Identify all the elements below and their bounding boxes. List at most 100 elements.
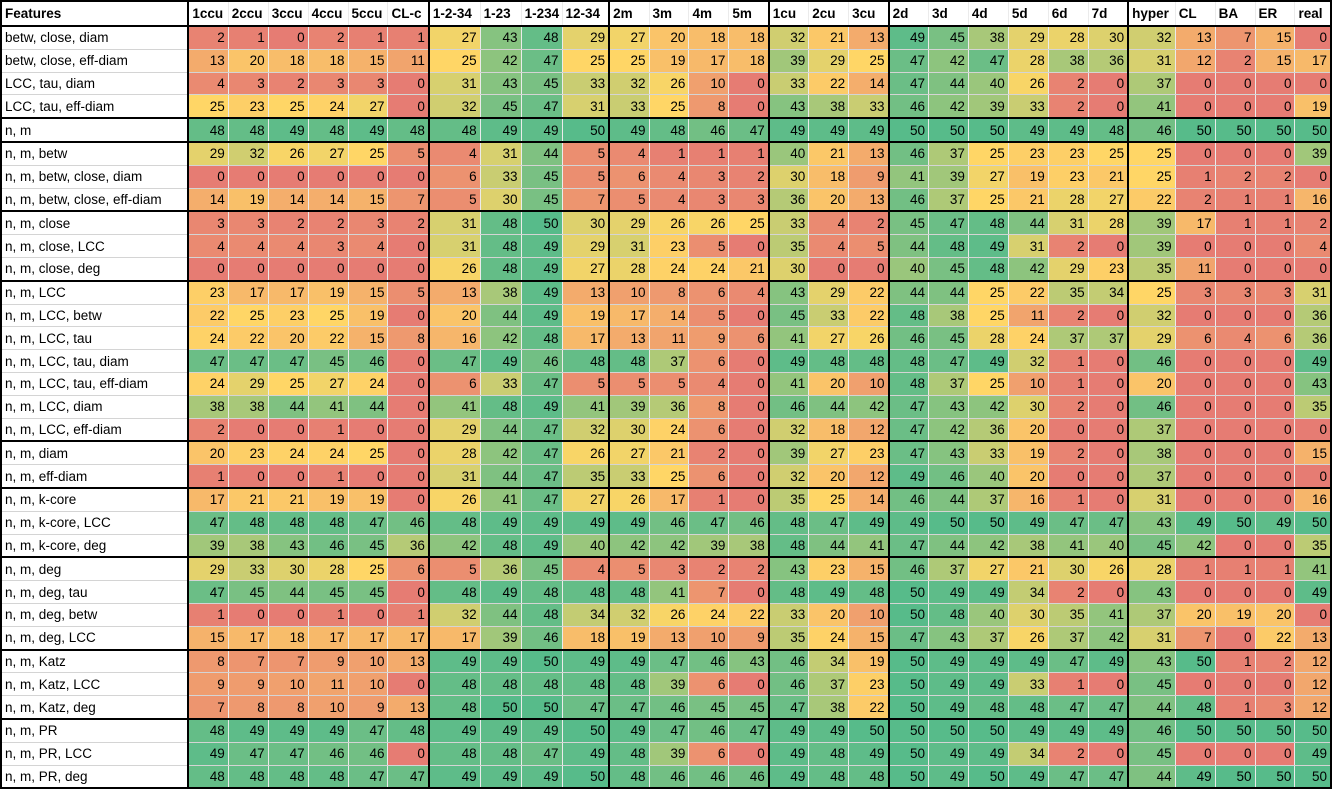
value-cell: 0 (1087, 440, 1129, 466)
value-cell: 27 (347, 94, 388, 119)
value-cell: 17 (1174, 210, 1216, 236)
value-cell: 47 (561, 695, 610, 720)
value-cell: 46 (728, 764, 769, 789)
value-cell: 17 (387, 625, 429, 651)
value-cell: 0 (1174, 672, 1216, 697)
value-cell: 19 (848, 648, 889, 674)
value-cell: 0 (728, 672, 769, 697)
value-cell: 50 (1214, 764, 1256, 789)
value-cell: 44 (927, 533, 969, 558)
value-cell: 50 (967, 764, 1009, 789)
value-cell: 22 (1007, 279, 1049, 305)
value-cell: 0 (1174, 234, 1216, 258)
value-cell: 0 (307, 256, 349, 282)
table-row: n, m, PR, LCC 49 47 47 46 46 0 48 48 47 49 48 39 6 0 49… (0, 741, 1331, 766)
value-cell: 7 (187, 695, 229, 720)
value-cell: 41 (767, 326, 809, 351)
value-cell: 5 (648, 371, 689, 396)
value-cell: 7 (1214, 24, 1256, 50)
value-cell: 29 (608, 210, 650, 236)
value-cell: 2 (688, 440, 729, 466)
table-row: n, m, LCC, betw 22 25 23 25 19 0 20 44 49 19 17 14 5 0… (0, 303, 1331, 328)
column-header: 12-34 (561, 0, 610, 27)
column-header: 3ccu (267, 0, 309, 27)
value-cell: 48 (608, 580, 650, 604)
value-cell: 0 (728, 486, 769, 512)
value-cell: 49 (1174, 764, 1216, 789)
value-cell: 5 (608, 556, 650, 582)
value-cell: 47 (520, 464, 563, 489)
value-cell: 47 (1087, 695, 1129, 720)
value-cell: 0 (1087, 417, 1129, 442)
value-cell: 0 (1254, 741, 1295, 766)
value-cell: 27 (808, 326, 849, 351)
value-cell: 29 (1047, 256, 1089, 282)
value-cell: 0 (267, 464, 309, 489)
value-cell: 49 (1007, 117, 1049, 143)
value-cell: 13 (648, 625, 689, 651)
table-row: n, m, LCC, tau, diam 47 47 47 45 46 0 47 49 46 48 4… (0, 349, 1331, 373)
value-cell: 40 (967, 71, 1009, 96)
value-cell: 48 (887, 303, 929, 328)
value-cell: 0 (347, 164, 388, 189)
value-cell: 50 (520, 210, 563, 236)
value-cell: 50 (1174, 648, 1216, 674)
value-cell: 24 (1007, 326, 1049, 351)
value-cell: 12 (848, 464, 889, 489)
table-row: betw, close, eff-diam 13 20 18 18 15 11 25 42 47 2… (0, 48, 1331, 73)
column-header: 7d (1087, 0, 1129, 27)
value-cell: 41 (479, 486, 522, 512)
value-cell: 12 (1174, 48, 1216, 73)
value-cell: 42 (967, 394, 1009, 419)
value-cell: 32 (608, 71, 650, 96)
value-cell: 47 (887, 533, 929, 558)
value-cell: 40 (967, 464, 1009, 489)
value-cell: 38 (187, 394, 229, 419)
value-cell: 50 (887, 672, 929, 697)
value-cell: 4 (227, 234, 269, 258)
value-cell: 6 (427, 371, 481, 396)
value-cell: 45 (520, 164, 563, 189)
value-cell: 48 (927, 234, 969, 258)
value-cell: 25 (1087, 140, 1129, 166)
value-cell: 20 (427, 303, 481, 328)
value-cell: 45 (227, 580, 269, 604)
value-cell: 49 (848, 510, 889, 535)
value-cell: 5 (688, 303, 729, 328)
value-cell: 45 (307, 349, 349, 373)
value-cell: 40 (561, 533, 610, 558)
value-cell: 37 (967, 625, 1009, 651)
value-cell: 1 (227, 24, 269, 50)
value-cell: 41 (648, 580, 689, 604)
value-cell: 25 (967, 303, 1009, 328)
feature-label: n, m, LCC, diam (0, 394, 189, 419)
value-cell: 43 (767, 279, 809, 305)
value-cell: 24 (307, 94, 349, 119)
value-cell: 0 (1214, 533, 1256, 558)
value-cell: 2 (387, 210, 429, 236)
value-cell: 0 (387, 371, 429, 396)
column-header: 2cu (808, 0, 849, 27)
value-cell: 10 (608, 279, 650, 305)
value-cell: 41 (1127, 94, 1176, 119)
value-cell: 48 (520, 672, 563, 697)
value-cell: 49 (767, 117, 809, 143)
value-cell: 24 (808, 625, 849, 651)
value-cell: 0 (1087, 94, 1129, 119)
value-cell: 18 (561, 625, 610, 651)
value-cell: 49 (608, 117, 650, 143)
value-cell: 21 (267, 486, 309, 512)
value-cell: 1 (307, 464, 349, 489)
value-cell: 0 (728, 303, 769, 328)
value-cell: 9 (307, 648, 349, 674)
column-header: 4ccu (307, 0, 349, 27)
feature-label: n, m, k-core (0, 486, 189, 512)
value-cell: 46 (648, 695, 689, 720)
value-cell: 26 (1007, 71, 1049, 96)
value-cell: 25 (967, 371, 1009, 396)
value-cell: 15 (848, 625, 889, 651)
value-cell: 49 (561, 648, 610, 674)
value-cell: 19 (648, 48, 689, 73)
value-cell: 25 (1127, 164, 1176, 189)
value-cell: 2 (1047, 440, 1089, 466)
